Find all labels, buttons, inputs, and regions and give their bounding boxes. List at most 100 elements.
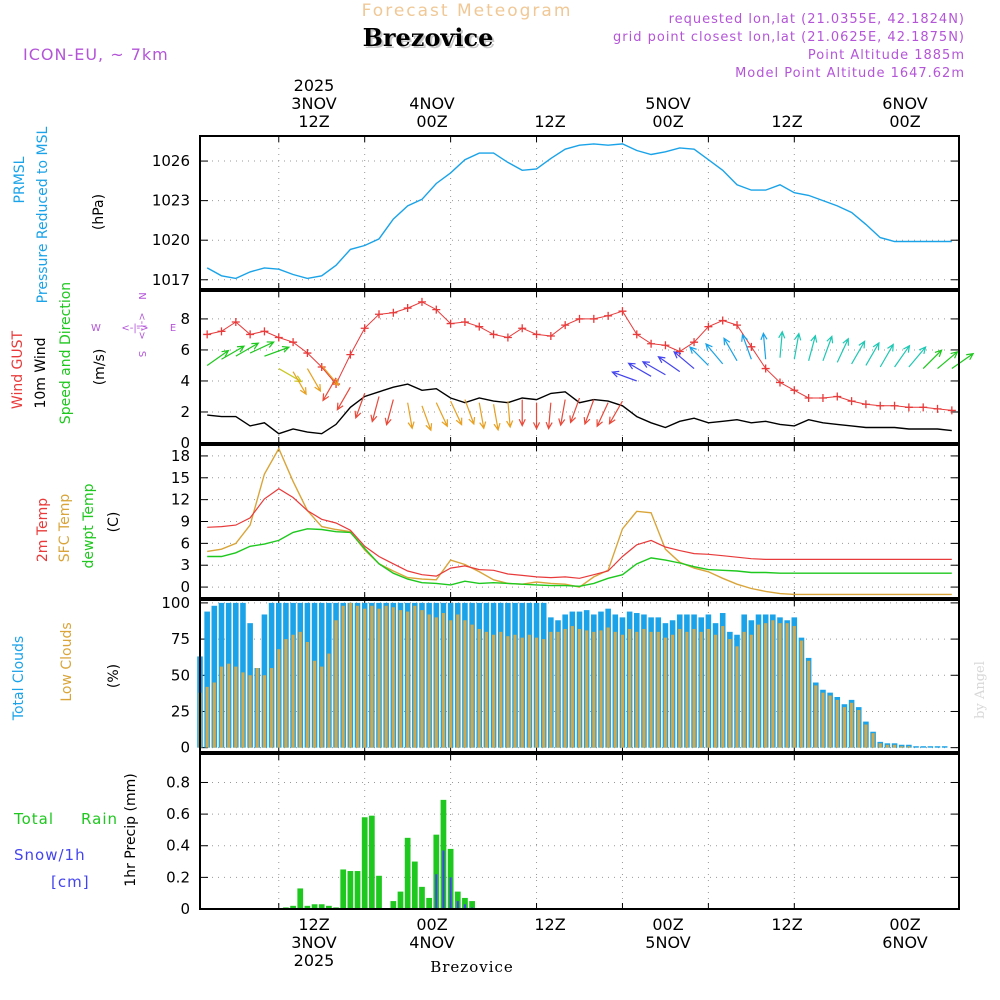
precip-ytick-label: 0.6 <box>166 805 190 823</box>
wind-direction-arrow <box>384 399 394 427</box>
low-cloud-bar <box>470 624 474 748</box>
wind-direction-arrow <box>506 401 514 429</box>
low-cloud-bar <box>255 668 259 748</box>
wind-direction-arrow <box>292 371 307 396</box>
temperature-frame <box>199 444 960 599</box>
precip-frame <box>199 753 960 910</box>
top-date-label: 3NOV <box>291 94 336 113</box>
wind-gust-marker <box>203 330 212 339</box>
low-cloud-bar <box>606 627 610 748</box>
wind-gust-marker <box>833 392 842 401</box>
temperature-labels: 2m Temp SFC Temp dewpt Temp (C) <box>35 483 122 568</box>
low-cloud-bar <box>212 682 216 748</box>
wind-gust-marker <box>561 321 570 330</box>
wind-gust-marker <box>432 305 441 314</box>
rain-bar <box>297 888 304 909</box>
wind-gust-marker <box>346 350 355 359</box>
wind-direction-arrow <box>937 350 959 370</box>
low-cloud-bar <box>391 607 395 748</box>
total-cloud-bar <box>927 746 934 748</box>
wind-gust-marker <box>389 308 398 317</box>
low-cloud-bar <box>305 641 309 748</box>
wind-gust-marker <box>518 324 527 333</box>
cloud-labels: Total Clouds Low Clouds (%) <box>11 622 122 721</box>
wind-direction-arrow <box>851 340 866 365</box>
snow-bar <box>435 874 438 909</box>
wind-gust-marker <box>260 327 269 336</box>
wind-gust-marker <box>804 394 813 403</box>
wind-direction-arrow <box>407 402 415 430</box>
low-cloud-bar <box>406 611 410 748</box>
top-time-label: 12Z <box>771 112 802 131</box>
wind-10m-label: 10m Wind <box>33 337 49 408</box>
temp-dewpt-label: dewpt Temp <box>81 483 97 568</box>
wind-direction-arrow <box>532 402 541 431</box>
wind-gust-marker <box>933 404 942 413</box>
wind-direction-arrow <box>822 335 834 362</box>
pressure-panel: 1017 1020 1023 1026 <box>152 135 960 290</box>
temperature-ytick-label: 12 <box>171 491 190 509</box>
top-date-label: 5NOV <box>645 94 690 113</box>
pressure-ytick-label: 1026 <box>152 152 190 170</box>
bottom-time-label: 00Z <box>416 915 447 934</box>
total-cloud-bar <box>913 746 919 748</box>
wind-labels: Wind GUST 10m Wind Speed and Direction (… <box>10 282 176 424</box>
wind-direction-arrow <box>760 331 768 360</box>
low-cloud-bar <box>291 634 295 748</box>
low-cloud-bar <box>864 724 868 748</box>
temperature-ytick-label: 3 <box>180 556 190 574</box>
snow-bar <box>456 901 459 909</box>
legend-ew-arrow: <-|-> <box>121 323 148 334</box>
low-cloud-bar <box>234 666 238 748</box>
rain-bar <box>469 901 475 909</box>
precip-total-label: Total <box>13 810 54 828</box>
rain-bar <box>347 871 354 909</box>
legend-north: N <box>136 292 147 299</box>
wind-gust-marker <box>847 397 856 406</box>
low-clouds-label: Low Clouds <box>59 622 75 701</box>
wind-gust-marker <box>317 363 326 371</box>
wind-gust-marker <box>904 403 913 412</box>
wind-direction-arrow <box>793 332 802 360</box>
wind-direction-arrow <box>641 361 666 376</box>
clouds-ytick-label: 0 <box>180 739 190 757</box>
wind-direction-arrow <box>322 377 337 402</box>
low-cloud-bar <box>556 631 560 748</box>
low-cloud-bar <box>205 686 209 748</box>
rain-bar <box>390 901 397 909</box>
total-cloud-bar <box>934 746 941 748</box>
low-cloud-bar <box>527 634 531 748</box>
low-cloud-bar <box>814 685 818 748</box>
pressure-label-msl: Pressure Reduced to MSL <box>35 126 51 303</box>
low-cloud-bar <box>613 631 617 748</box>
wind-gust-marker <box>289 338 298 347</box>
requested-coordinates: requested lon,lat (21.0355E, 42.1824N) <box>669 12 965 27</box>
precip-snow-label: Snow/1h <box>14 846 86 864</box>
wind-direction-arrow <box>583 399 595 426</box>
low-cloud-bar <box>649 631 653 748</box>
precip-panel: 0 0.2 0.4 0.6 0.8 <box>166 753 960 918</box>
total-clouds-label: Total Clouds <box>11 636 27 721</box>
low-cloud-bar <box>878 743 882 748</box>
low-cloud-bar <box>656 631 660 748</box>
top-time-label: 12Z <box>298 112 329 131</box>
bottom-time-axis: 12Z 3NOV 2025 00Z 4NOV 12Z 00Z 5NOV 12Z … <box>291 915 927 970</box>
wind-gust-marker <box>417 297 426 306</box>
low-cloud-bar <box>620 634 625 748</box>
wind-gust-marker <box>790 386 799 395</box>
wind-gust-marker <box>532 330 541 339</box>
bottom-date-label: 5NOV <box>645 933 690 952</box>
low-cloud-bar <box>792 626 796 748</box>
sfc-temp-line <box>207 447 952 596</box>
precip-snow-unit: [cm] <box>51 873 90 891</box>
low-cloud-bar <box>857 710 861 748</box>
wind-direction-arrow <box>221 345 246 360</box>
temperature-panel: 0 3 6 9 12 15 18 <box>171 444 960 599</box>
model-altitude: Model Point Altitude 1647.62m <box>735 66 965 81</box>
wind-direction-arrow <box>206 349 230 366</box>
temperature-ytick-label: 6 <box>180 534 190 552</box>
wind-gust-marker <box>919 403 928 412</box>
low-cloud-bar <box>270 668 274 748</box>
low-cloud-bar <box>778 623 782 748</box>
low-cloud-bar <box>219 666 224 748</box>
